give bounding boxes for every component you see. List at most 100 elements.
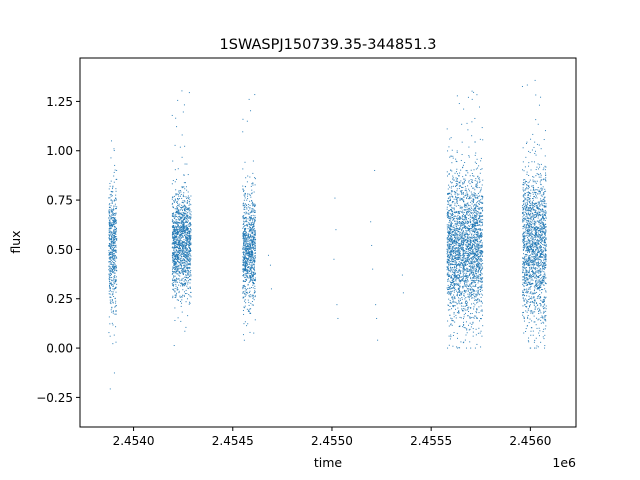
data-point: [250, 278, 252, 280]
data-point: [110, 262, 112, 264]
data-point: [181, 156, 183, 158]
data-point: [252, 204, 254, 206]
data-point: [475, 285, 477, 287]
data-point: [475, 214, 477, 216]
data-point: [250, 229, 252, 231]
data-point: [466, 270, 468, 272]
data-point: [179, 198, 181, 200]
data-point: [109, 225, 111, 227]
data-point: [109, 194, 111, 196]
data-point: [457, 282, 459, 284]
data-point: [482, 267, 484, 269]
data-point: [174, 212, 176, 214]
data-point: [462, 210, 464, 212]
data-point: [474, 261, 476, 263]
data-point: [182, 241, 184, 243]
data-point: [242, 233, 244, 235]
data-point: [116, 238, 118, 240]
data-point: [455, 266, 457, 268]
data-point: [456, 229, 458, 231]
data-point: [464, 235, 466, 237]
data-point: [453, 305, 455, 307]
data-point: [187, 197, 189, 199]
data-point: [454, 233, 456, 235]
data-point: [175, 250, 177, 252]
data-point: [246, 204, 248, 206]
data-point: [243, 199, 245, 201]
data-point: [249, 208, 251, 210]
data-point: [473, 192, 475, 194]
data-point: [247, 206, 249, 208]
data-point: [453, 207, 455, 209]
data-point: [243, 247, 245, 248]
data-point: [112, 242, 114, 244]
data-point: [171, 283, 173, 285]
data-point: [173, 230, 175, 232]
data-point: [455, 192, 457, 194]
data-point: [471, 234, 473, 236]
data-point: [179, 257, 181, 259]
data-point: [172, 252, 174, 254]
data-point: [461, 302, 463, 304]
data-point: [113, 175, 115, 177]
data-point: [111, 202, 113, 204]
data-point: [474, 210, 476, 212]
data-point: [473, 302, 475, 304]
data-point: [174, 262, 176, 264]
data-point: [113, 270, 115, 272]
data-point: [474, 290, 476, 292]
data-point: [112, 266, 114, 268]
data-point: [182, 246, 184, 248]
data-point: [453, 198, 455, 200]
data-point: [476, 343, 478, 345]
data-point: [185, 238, 187, 240]
data-point: [110, 195, 112, 197]
data-point: [112, 213, 114, 215]
data-point: [448, 259, 450, 261]
data-point: [252, 246, 254, 248]
data-point: [188, 216, 190, 218]
data-point: [458, 228, 460, 230]
data-point: [475, 269, 477, 271]
data-point: [458, 277, 460, 279]
data-point: [111, 294, 113, 296]
data-point: [177, 203, 179, 205]
data-point: [471, 261, 473, 263]
data-point: [253, 265, 255, 267]
data-point: [460, 245, 462, 247]
data-point: [470, 258, 472, 260]
data-point: [182, 284, 184, 286]
data-point: [251, 250, 253, 252]
data-point: [450, 218, 452, 220]
data-point: [190, 244, 192, 246]
data-point: [182, 111, 184, 113]
data-point: [465, 174, 467, 176]
data-point: [243, 313, 245, 315]
data-point: [184, 269, 186, 271]
data-point: [453, 280, 455, 282]
data-point: [456, 220, 458, 222]
data-point: [447, 254, 449, 256]
data-point: [180, 227, 182, 229]
data-point: [477, 224, 479, 226]
data-point: [109, 296, 111, 298]
data-point: [455, 250, 457, 252]
data-point: [466, 212, 468, 214]
data-point: [185, 237, 187, 239]
data-point: [480, 258, 482, 260]
data-point: [246, 245, 248, 247]
data-point: [178, 278, 180, 280]
data-point: [460, 169, 462, 171]
data-point: [175, 265, 177, 267]
data-point: [249, 243, 251, 245]
data-point: [247, 261, 249, 263]
data-point: [467, 172, 469, 174]
data-point: [251, 257, 253, 259]
data-point: [173, 267, 175, 269]
data-point: [185, 216, 187, 218]
data-point: [477, 276, 479, 278]
data-point: [475, 245, 477, 247]
data-point: [253, 216, 255, 218]
data-point: [177, 211, 179, 213]
data-point: [185, 213, 187, 215]
